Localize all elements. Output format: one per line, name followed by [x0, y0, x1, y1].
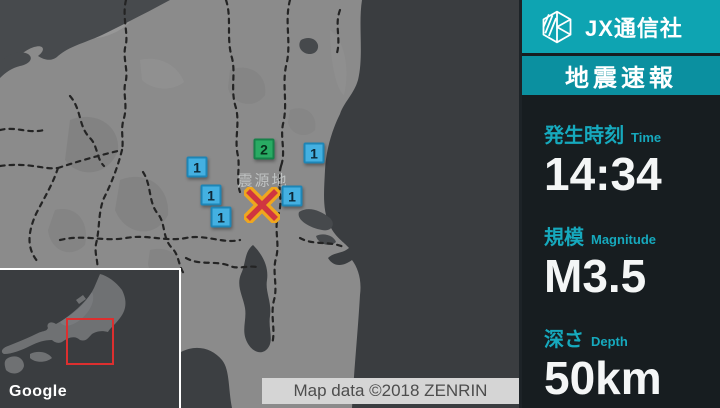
intensity-marker: 1	[200, 184, 222, 206]
brand-title: JX通信社	[585, 15, 683, 41]
intensity-marker: 2	[253, 138, 275, 160]
map-attribution: Map data ©2018 ZENRIN	[262, 378, 519, 404]
depth-value: 50km	[544, 352, 662, 404]
magnitude-label-en: Magnitude	[591, 232, 656, 247]
inset-japan-map	[0, 270, 178, 408]
inset-locator-map: Google	[0, 268, 181, 408]
epicenter-label: 震源地	[237, 172, 289, 190]
time-block: 発生時刻 Time 14:34	[544, 119, 720, 200]
time-value: 14:34	[544, 148, 662, 200]
depth-block: 深さ Depth 50km	[544, 323, 720, 404]
google-logo[interactable]: Google	[9, 383, 68, 400]
intensity-marker: 1	[186, 156, 208, 178]
intensity-marker: 1	[281, 185, 303, 207]
alert-sidebar: JX通信社 地震速報 発生時刻 Time 14:34 規模 Magnitude M3…	[519, 0, 720, 408]
alert-banner: 地震速報	[522, 56, 720, 95]
time-label-en: Time	[631, 130, 662, 145]
depth-label-en: Depth	[591, 334, 628, 349]
magnitude-value: M3.5	[544, 250, 647, 302]
depth-label-jp: 深さ	[544, 329, 584, 351]
intensity-marker: 1	[210, 206, 232, 228]
epicenter-x-icon	[244, 187, 280, 223]
time-label-jp: 発生時刻	[544, 125, 624, 147]
intensity-marker: 1	[303, 142, 325, 164]
magnitude-block: 規模 Magnitude M3.5	[544, 221, 720, 302]
jx-hexagon-logo-icon	[542, 10, 572, 43]
region-highlight-box	[66, 318, 114, 365]
magnitude-label-jp: 規模	[544, 227, 584, 249]
quake-info-panel: 発生時刻 Time 14:34 規模 Magnitude M3.5 深さ Depth …	[522, 95, 720, 404]
brand-header: JX通信社	[522, 0, 720, 53]
